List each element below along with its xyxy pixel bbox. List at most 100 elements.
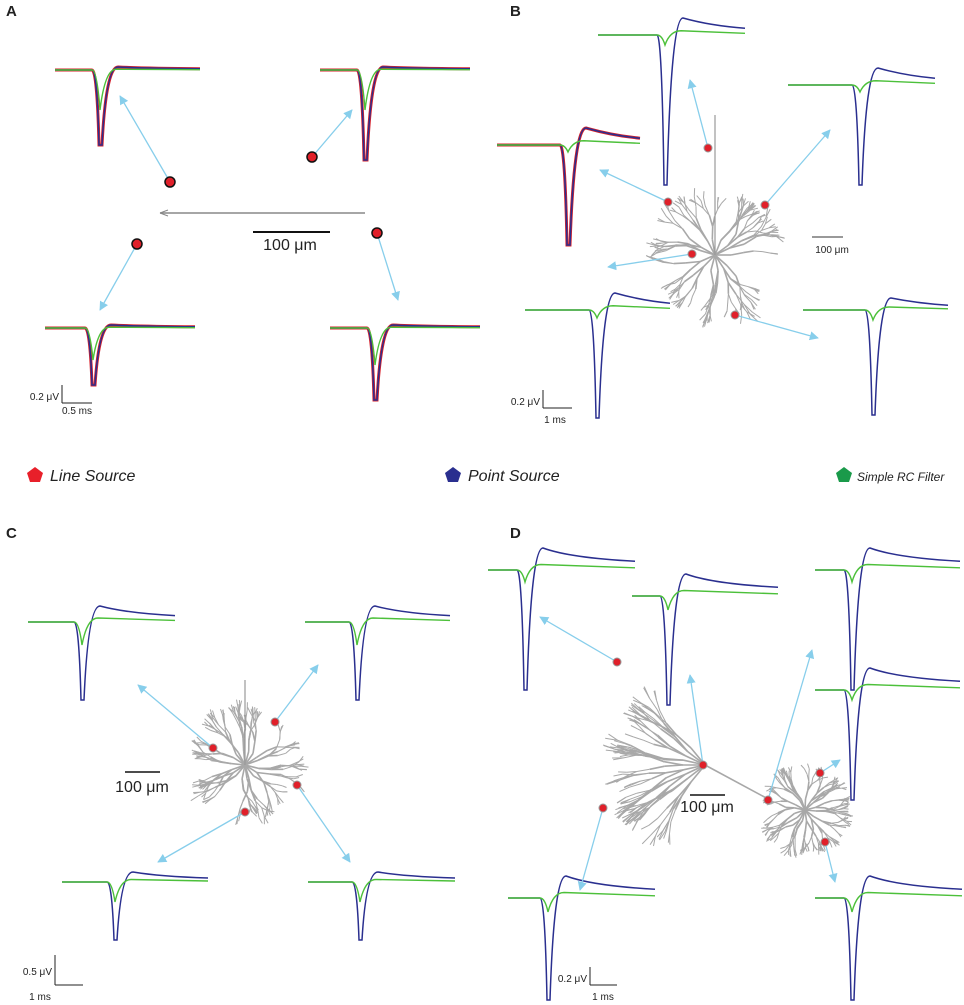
dendrite — [770, 252, 778, 255]
dendrite — [277, 752, 286, 756]
dendrite — [663, 830, 667, 839]
dendrite — [239, 700, 243, 708]
dendrite — [687, 302, 692, 308]
dendrite — [726, 265, 737, 277]
dendrite — [195, 756, 201, 759]
arrow — [539, 616, 618, 663]
dendrite — [646, 255, 656, 259]
dendrite — [267, 750, 279, 756]
legend-swatch — [27, 467, 43, 482]
dendrite — [779, 775, 785, 781]
dendrite — [200, 785, 205, 790]
dendrite — [641, 835, 651, 845]
dendrite — [642, 703, 650, 711]
dendrite — [256, 711, 258, 718]
dendrite — [763, 818, 768, 824]
dendrite — [624, 783, 632, 788]
dendrite — [656, 830, 664, 838]
dendrite — [765, 208, 771, 218]
dendrite — [834, 829, 839, 834]
dendrite — [266, 792, 270, 801]
dendrite — [723, 267, 732, 280]
dendrite — [235, 706, 239, 713]
dendrite — [248, 725, 254, 733]
dendrite — [678, 206, 685, 216]
dendrite — [634, 716, 649, 722]
dendrite — [636, 807, 646, 817]
electrode — [598, 803, 608, 813]
dendrite — [779, 782, 786, 789]
dendrite — [703, 191, 705, 198]
dendrite — [286, 777, 294, 780]
dendrite — [804, 820, 808, 830]
dendrite — [818, 842, 823, 849]
dendrite — [842, 816, 847, 821]
dendrite — [823, 831, 829, 839]
dendrite — [676, 292, 680, 298]
dendrite — [766, 815, 773, 820]
dendrite — [633, 703, 643, 712]
dendrite — [610, 742, 621, 749]
dendrite — [843, 799, 849, 803]
dendrite — [656, 244, 663, 248]
dendrite — [807, 846, 810, 852]
dendrite — [692, 265, 705, 276]
dendrite — [208, 796, 215, 801]
dendrite — [726, 302, 729, 311]
dendrite — [218, 724, 226, 733]
trace-rc-filter — [632, 589, 779, 611]
legend-label: Line Source — [50, 468, 135, 485]
dendrite — [252, 741, 256, 754]
dendrite — [743, 304, 751, 315]
dendrite — [640, 721, 650, 730]
dendrite — [804, 847, 808, 852]
dendrite — [629, 783, 641, 788]
dendrite — [636, 768, 650, 772]
trace-rc-filter — [598, 30, 746, 48]
arrow — [764, 129, 831, 206]
dendrite — [772, 824, 781, 828]
dendrite — [625, 816, 636, 826]
dendrite — [834, 839, 839, 844]
dendrite — [840, 812, 848, 815]
electrode — [306, 151, 318, 163]
trace-point-source — [508, 875, 656, 1001]
dendrite — [709, 313, 712, 322]
electrode — [240, 807, 250, 817]
trace-rc-filter — [305, 617, 451, 646]
dendrite — [654, 824, 661, 837]
dendrite — [615, 804, 628, 811]
dendrite — [237, 716, 243, 722]
dendrite — [640, 807, 650, 815]
dendrite — [817, 825, 825, 833]
dendrite — [649, 835, 656, 845]
dendrite — [270, 786, 276, 793]
arrow — [157, 811, 246, 863]
dendrite — [773, 838, 778, 843]
dendrite — [223, 715, 225, 723]
dendrite — [812, 842, 816, 848]
dendrite — [766, 826, 773, 829]
dendrite — [811, 777, 814, 785]
dendrite — [671, 207, 677, 213]
dendrite — [279, 797, 284, 804]
dendrite — [810, 818, 819, 827]
length-scale-label: 100 μm — [263, 237, 317, 254]
dendrite — [672, 795, 683, 810]
trace-point-source — [320, 66, 471, 161]
dendrite — [828, 781, 835, 784]
dendrite — [296, 774, 303, 778]
arrow — [734, 314, 819, 341]
dendrite — [705, 305, 709, 311]
dendrite — [687, 243, 702, 248]
voltage-scale-label: 0.5 μV — [23, 967, 52, 978]
length-scale-label: 100 μm — [815, 245, 849, 256]
dendrite — [758, 214, 766, 218]
dendrite — [729, 220, 739, 231]
dendrite — [752, 222, 759, 228]
trace-point-source — [308, 871, 456, 941]
dendrite — [270, 806, 273, 812]
dendrite — [700, 254, 716, 263]
dendrite — [256, 798, 265, 806]
dendrite — [197, 783, 206, 787]
